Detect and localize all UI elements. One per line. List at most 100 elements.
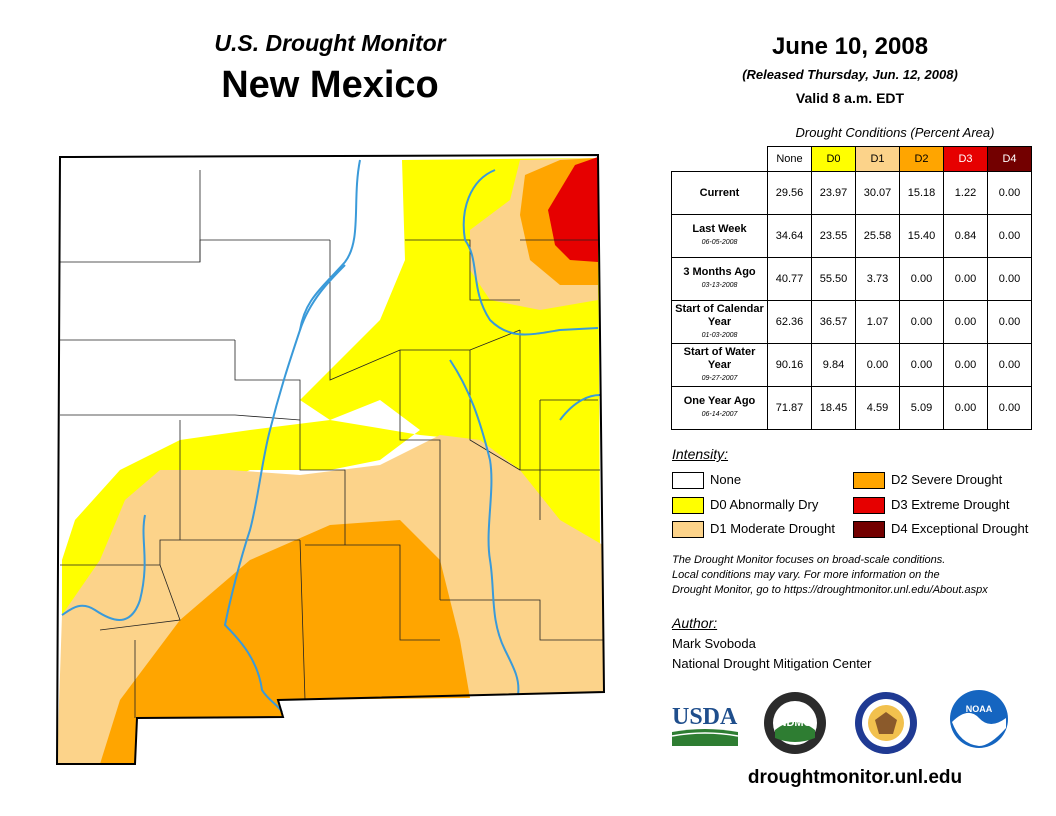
legend-swatch [853,472,885,490]
author-org: National Drought Mitigation Center [672,656,872,671]
map-subtitle: U.S. Drought Monitor [214,30,446,56]
row-label: Start of Calendar Year 01-03-2008 [671,300,768,344]
row-label: Current [671,171,768,215]
cell: 0.00 [855,343,900,387]
cell: 23.55 [811,214,856,258]
legend-title: Intensity: [672,446,729,462]
table-row-3-months-ago: 3 Months Ago 03-13-2008 40.77 55.50 3.73 … [671,257,1032,301]
legend-label: D4 Exceptional Drought [891,521,1029,536]
cell: 36.57 [811,300,856,344]
cell: 25.58 [855,214,900,258]
site-url[interactable]: droughtmonitor.unl.edu [747,767,963,788]
legend-label: D0 Abnormally Dry [710,497,819,512]
noaa-logo: NOAA [950,690,1008,748]
cell: 0.00 [987,257,1032,301]
rivers [61,159,601,713]
legend-label: D1 Moderate Drought [710,521,836,536]
cell: 0.00 [943,343,988,387]
legend-swatch [672,521,704,539]
cell: 0.00 [987,214,1032,258]
table-caption: Drought Conditions (Percent Area) [795,125,995,140]
legend-item-d4: D4 Exceptional Drought [853,520,1029,539]
legend-swatch [672,497,704,515]
cell: 40.77 [767,257,812,301]
map-title-state: New Mexico [221,64,439,106]
ndmc-logo: NDMC [764,692,826,754]
cell: 55.50 [811,257,856,301]
cell: 0.84 [943,214,988,258]
legend-item-d3: D3 Extreme Drought [853,496,1010,515]
cell: 0.00 [943,300,988,344]
legend-item-d2: D2 Severe Drought [853,471,1003,490]
cell: 23.97 [811,171,856,215]
drought-conditions-table: None D0 D1 D2 D3 D4 Current 29.56 23.97 … [671,146,1032,430]
d0-region [62,158,600,650]
cell: 0.00 [987,386,1032,430]
cell: 18.45 [811,386,856,430]
legend-swatch [853,521,885,539]
row-label: One Year Ago 06-14-2007 [671,386,768,430]
valid-time: Valid 8 a.m. EDT [795,90,905,106]
map-date: June 10, 2008 [771,33,929,60]
cell: 0.00 [943,386,988,430]
cell: 0.00 [899,343,944,387]
col-header-d4: D4 [987,146,1032,172]
row-label: Last Week 06-05-2008 [671,214,768,258]
author-name: Mark Svoboda [672,636,756,651]
legend-label: D2 Severe Drought [891,472,1003,487]
cell: 90.16 [767,343,812,387]
d2-region [100,520,470,764]
table-header-row: None D0 D1 D2 D3 D4 [672,146,1032,172]
cell: 34.64 [767,214,812,258]
ndmc-logo-text: NDMC [779,717,812,729]
cell: 1.07 [855,300,900,344]
cell: 15.18 [899,171,944,215]
table-row-start-calendar-year: Start of Calendar Year 01-03-2008 62.36 3… [671,300,1032,344]
cell: 0.00 [899,300,944,344]
author-title: Author: [672,615,718,631]
col-header-d1: D1 [855,146,900,172]
cell: 9.84 [811,343,856,387]
cell: 0.00 [987,300,1032,344]
legend-item-d1: D1 Moderate Drought [672,520,836,539]
cell: 1.22 [943,171,988,215]
table-row-last-week: Last Week 06-05-2008 34.64 23.55 25.58 15… [671,214,1032,258]
cell: 29.56 [767,171,812,215]
county-lines [60,170,604,718]
col-header-none: None [767,146,812,172]
cell: 4.59 [855,386,900,430]
legend-label: D3 Extreme Drought [891,497,1010,512]
col-header-d3: D3 [943,146,988,172]
table-row-current: Current 29.56 23.97 30.07 15.18 1.22 0.0… [671,171,1032,215]
noaa-logo-text: NOAA [966,704,993,714]
legend-item-d0: D0 Abnormally Dry [672,496,819,515]
legend-swatch [853,497,885,515]
cell: 15.40 [899,214,944,258]
row-label: Start of Water Year 09-27-2007 [671,343,768,387]
note-line: Local conditions may vary. For more info… [672,569,940,581]
cell: 0.00 [987,343,1032,387]
disclaimer-note: The Drought Monitor focuses on broad-sca… [672,553,1042,598]
legend-item-none: None [672,471,742,490]
usace-seal-logo [855,692,917,754]
cell: 0.00 [899,257,944,301]
cell: 71.87 [767,386,812,430]
state-boundary [55,153,606,765]
legend-swatch [672,472,704,490]
col-header-d0: D0 [811,146,856,172]
cell: 0.00 [943,257,988,301]
cell: 30.07 [855,171,900,215]
note-line: Drought Monitor, go to https://droughtmo… [672,584,988,596]
usda-logo-text: USDA [672,704,738,730]
usda-logo: USDA [671,704,739,746]
table-row-one-year-ago: One Year Ago 06-14-2007 71.87 18.45 4.59 … [671,386,1032,430]
new-mexico-drought-map [55,153,606,765]
col-header-d2: D2 [899,146,944,172]
row-label: 3 Months Ago 03-13-2008 [671,257,768,301]
d3-region [548,157,598,262]
release-date: (Released Thursday, Jun. 12, 2008) [742,67,958,82]
cell: 3.73 [855,257,900,301]
cell: 0.00 [987,171,1032,215]
legend-label: None [710,472,742,487]
cell: 62.36 [767,300,812,344]
